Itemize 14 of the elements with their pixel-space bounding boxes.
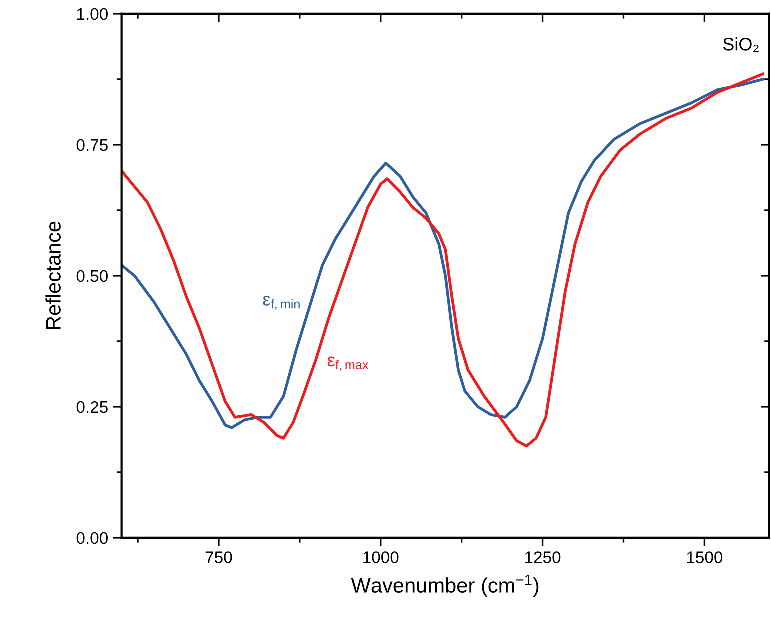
y-tick-label: 0.00 <box>76 532 108 544</box>
y-tick-label: 1.00 <box>77 8 108 20</box>
y-axis-title: Reflectance <box>46 222 61 330</box>
series-label: ε$_{f,min}$ <box>263 296 300 310</box>
y-tick-label: 0.25 <box>76 401 108 414</box>
y-tick-label: 0.50 <box>76 270 108 282</box>
annotation: SiO₂ <box>723 38 759 52</box>
x-tick-label: 1500 <box>687 552 723 564</box>
x-tick-label: 750 <box>206 552 232 564</box>
y-tick-label: 0.75 <box>76 139 108 152</box>
x-axis-title: Wavenumber (cm$^{−1}$) <box>351 575 539 598</box>
series-label: ε$_{f,max}$ <box>328 356 369 371</box>
x-tick-label: 1250 <box>526 552 561 564</box>
x-tick-label: 1000 <box>364 552 399 564</box>
